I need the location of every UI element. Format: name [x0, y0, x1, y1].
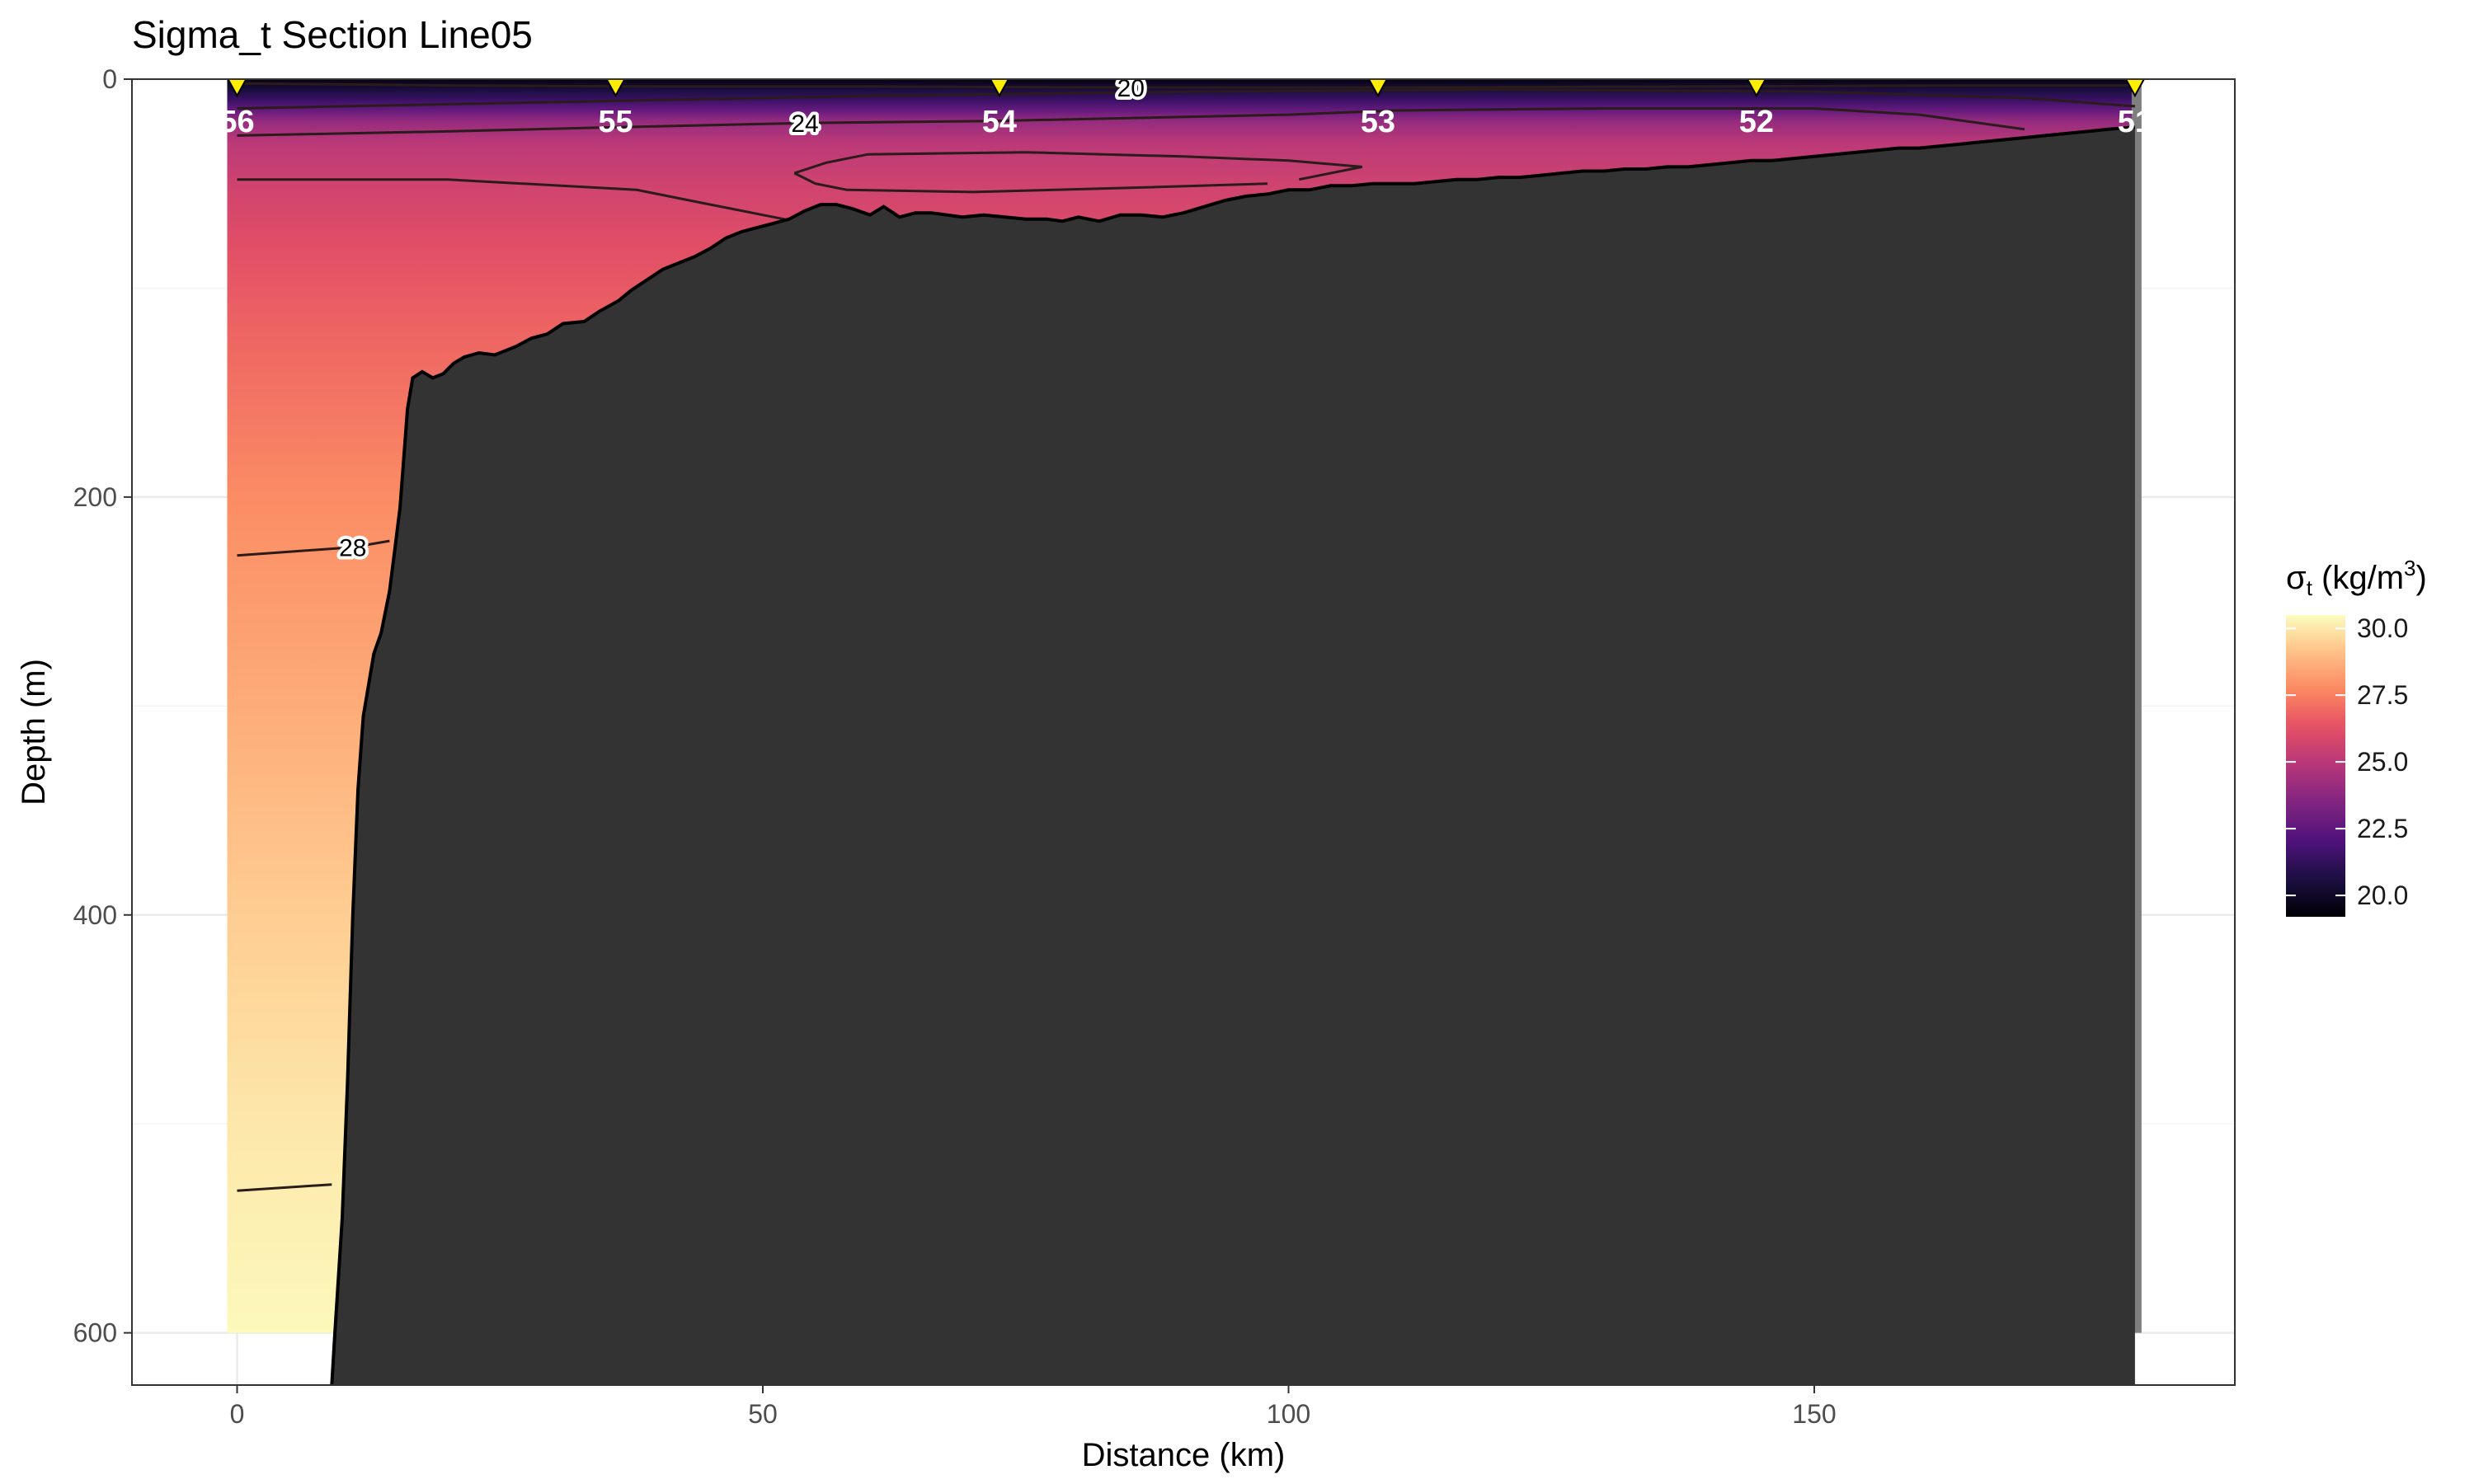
station-marker-51	[2124, 79, 2146, 98]
x-tick-label: 150	[1792, 1399, 1836, 1429]
contour-line	[793, 151, 1363, 181]
legend-title: σt (kg/m3)	[2286, 556, 2427, 600]
x-axis: 0 50 100 150	[230, 1385, 1837, 1429]
seafloor-topography	[332, 127, 2135, 1385]
station-marker-56	[227, 79, 247, 98]
contour-label-28: 28	[339, 535, 366, 562]
legend-ticks: 20.0 22.5 25.0 27.5 30.0	[2286, 613, 2408, 910]
y-axis: 0 200 400 600	[73, 64, 132, 1348]
contour-label-24: 24	[791, 110, 818, 138]
y-tick-label: 0	[102, 64, 117, 94]
panel-border	[131, 78, 2236, 1386]
contour-line	[793, 171, 1268, 194]
station-label-53: 53	[1361, 105, 1395, 139]
station-label-55: 55	[598, 105, 633, 139]
station-label-56: 56	[219, 105, 254, 139]
contour-lines	[237, 82, 2136, 1192]
contour-line	[237, 1183, 332, 1192]
contour-line	[237, 539, 390, 557]
station-marker-53	[1367, 79, 1389, 98]
legend-tick-label: 22.5	[2357, 814, 2408, 843]
station-label-54: 54	[982, 105, 1017, 139]
contour-line	[237, 107, 2025, 137]
legend-tick-label: 27.5	[2357, 680, 2408, 710]
x-tick-label: 100	[1267, 1399, 1310, 1429]
station-marker-55	[605, 79, 626, 98]
station-marker-52	[1746, 79, 1767, 98]
y-tick-label: 200	[73, 482, 117, 512]
x-tick-label: 50	[748, 1399, 778, 1429]
colorbar-legend: σt (kg/m3) 20.0 22.5 25.0 27.5 30.0	[2286, 556, 2427, 917]
contour-label-20: 20	[1117, 75, 1145, 102]
station-label-51: 51	[2118, 105, 2152, 139]
chart-title: Sigma_t Section Line05	[132, 13, 533, 56]
contour-line	[237, 82, 2135, 89]
station-marker-54	[989, 79, 1010, 98]
legend-tick-label: 20.0	[2357, 881, 2408, 910]
plot-content: 20 24 28 56 55 54 53 52 51	[219, 75, 2152, 1385]
legend-colorbar	[2286, 615, 2345, 917]
contour-line	[237, 178, 795, 223]
seafloor-outline	[330, 125, 2136, 1385]
legend-tick-label: 25.0	[2357, 747, 2408, 777]
x-axis-title: Distance (km)	[1082, 1437, 1286, 1473]
legend-tick-label: 30.0	[2357, 613, 2408, 643]
station-label-52: 52	[1739, 105, 1774, 139]
x-tick-label: 0	[230, 1399, 245, 1429]
contour-line	[237, 88, 2136, 110]
y-tick-label: 600	[73, 1318, 117, 1348]
plot-panel: 20 24 28 56 55 54 53 52 51	[131, 75, 2236, 1386]
y-tick-label: 400	[73, 900, 117, 930]
y-axis-title: Depth (m)	[16, 659, 52, 805]
